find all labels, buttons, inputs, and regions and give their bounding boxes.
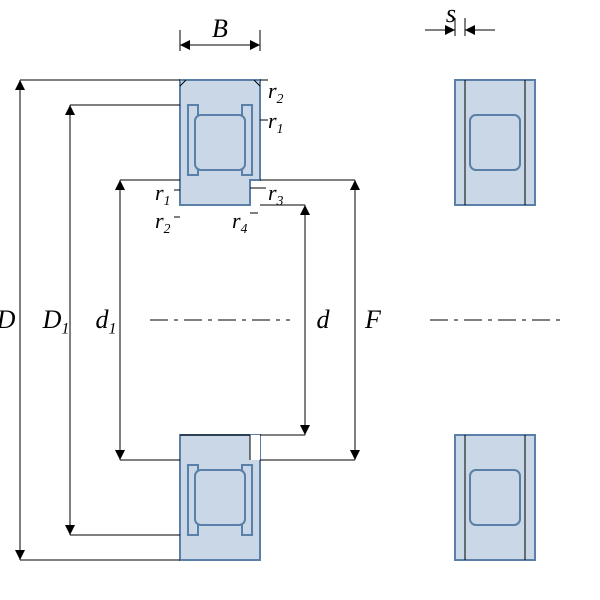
- dim-D1: D1: [42, 305, 70, 338]
- label-r2-top: r2: [268, 78, 284, 106]
- label-r3: r3: [268, 180, 284, 208]
- roller-bottom: [195, 470, 245, 525]
- roller-bot-right: [470, 470, 520, 525]
- dim-F: F: [364, 305, 382, 334]
- label-r1-top: r1: [268, 108, 283, 136]
- roller-top-right: [470, 115, 520, 170]
- roller-top: [195, 115, 245, 170]
- label-r4: r4: [232, 208, 248, 236]
- dim-b: B: [212, 14, 228, 43]
- dim-d: d: [317, 305, 331, 334]
- bearing-technical-drawing: BsDD1d1dFr2r1r1r2r3r4: [0, 0, 600, 600]
- dim-d1: d1: [95, 305, 116, 338]
- dim-s: s: [446, 0, 456, 28]
- label-r1-left: r1: [155, 180, 170, 208]
- dim-D: D: [0, 305, 16, 334]
- label-r2-left: r2: [155, 208, 171, 236]
